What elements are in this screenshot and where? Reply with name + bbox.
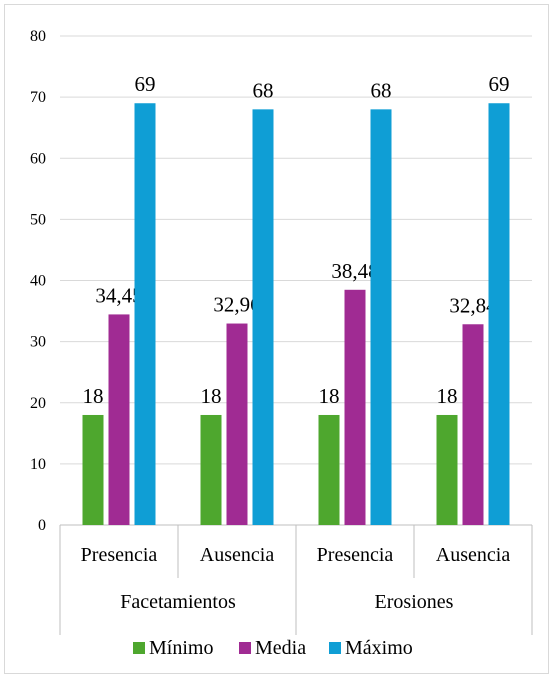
y-tick-label: 50 (30, 211, 46, 228)
x-category-label: Presencia (317, 544, 394, 566)
x-group-label: Erosiones (375, 591, 454, 613)
bar-mínimo (318, 414, 340, 525)
bar-máximo (134, 103, 156, 526)
legend-swatch-media (239, 642, 251, 654)
y-tick-label: 30 (30, 334, 46, 351)
bar-mínimo (82, 414, 104, 525)
x-category-label: Presencia (81, 544, 158, 566)
bar-media (226, 323, 248, 525)
data-label: 69 (489, 72, 510, 96)
data-label: 68 (371, 78, 392, 102)
bar-media (108, 314, 130, 525)
data-label: 18 (319, 384, 340, 408)
bar-media (462, 324, 484, 525)
legend-swatch-máximo (329, 642, 341, 654)
bar-máximo (252, 109, 274, 525)
legend-label: Máximo (345, 637, 413, 659)
y-tick-label: 40 (30, 273, 46, 290)
y-tick-label: 70 (30, 89, 46, 106)
bar-máximo (370, 109, 392, 525)
bar-media (344, 289, 366, 525)
data-label: 18 (83, 384, 104, 408)
data-label: 68 (253, 78, 274, 102)
data-label: 69 (135, 72, 156, 96)
bar-mínimo (436, 414, 458, 525)
y-tick-label: 10 (30, 456, 46, 473)
x-category-label: Ausencia (436, 544, 511, 566)
legend-label: Media (255, 637, 306, 659)
bar-mínimo (200, 414, 222, 525)
bar-máximo (488, 103, 510, 526)
x-category-label: Ausencia (200, 544, 275, 566)
chart-frame (4, 4, 549, 674)
y-tick-label: 0 (38, 517, 46, 534)
data-label: 18 (437, 384, 458, 408)
legend-swatch-mínimo (133, 642, 145, 654)
x-group-label: Facetamientos (120, 591, 236, 613)
legend-label: Mínimo (149, 637, 213, 659)
y-tick-label: 20 (30, 395, 46, 412)
y-tick-label: 60 (30, 150, 46, 167)
data-label: 18 (201, 384, 222, 408)
y-tick-label: 80 (30, 28, 46, 45)
